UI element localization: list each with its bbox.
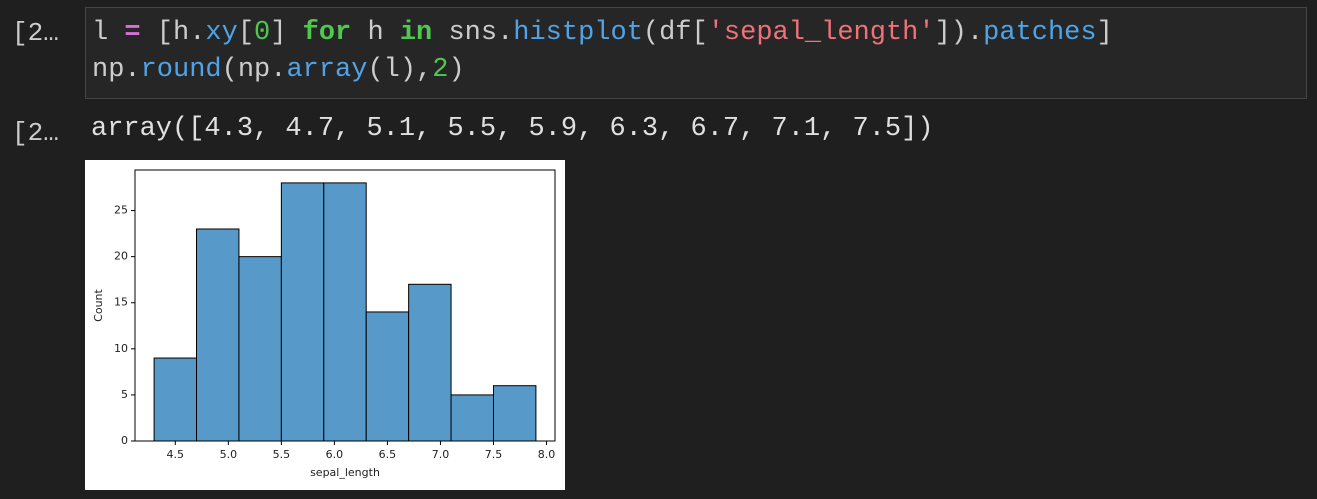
- x-tick-label: 5.5: [273, 448, 291, 461]
- code-line: l = [h.xy[0] for h in sns.histplot(df['s…: [92, 18, 1113, 48]
- cell-prompt: [2…: [12, 118, 59, 148]
- code-token: ]: [270, 18, 303, 48]
- code-token: l: [92, 18, 125, 48]
- bar: [280, 182, 325, 442]
- code-line: np.round(np.array(l),2): [92, 55, 465, 85]
- y-tick-label: 15: [114, 296, 128, 309]
- code-token: ]: [1096, 18, 1113, 48]
- y-tick-label: 20: [114, 250, 128, 263]
- chart: 0 5 10 15 20 25 4.5 5.0 5.5 6.0 6.5 7.0 7.5 8.0 sepal_…: [85, 160, 565, 490]
- bar: [408, 283, 452, 442]
- code-cell[interactable]: l = [h.xy[0] for h in sns.histplot(df['s…: [85, 7, 1307, 99]
- code-token: patches: [983, 18, 1097, 48]
- x-tick-label: 8.0: [538, 448, 556, 461]
- code-token: np.: [92, 55, 141, 85]
- code-token: histplot: [513, 18, 643, 48]
- code-token: (l),: [367, 55, 433, 85]
- x-tick-label: 7.0: [432, 448, 450, 461]
- y-tick-label: 25: [114, 204, 128, 217]
- x-tick-label: 7.5: [485, 448, 503, 461]
- code-token: round: [140, 55, 222, 85]
- axes-frame: [134, 169, 556, 442]
- y-tick-label: 5: [121, 388, 128, 401]
- code-token: sns.: [432, 18, 514, 48]
- code-token: 2: [432, 55, 449, 85]
- code-token: 'sepal_length': [707, 18, 935, 48]
- y-tick-label: 0: [121, 434, 128, 447]
- code-token: (np.: [221, 55, 287, 85]
- code-token: ): [448, 55, 465, 85]
- x-axis-label: sepal_length: [310, 466, 380, 479]
- x-tick-label: 5.0: [220, 448, 238, 461]
- code-token: 0: [254, 18, 271, 48]
- bar: [196, 228, 240, 442]
- code-token: xy: [205, 18, 238, 48]
- y-axis-label: Count: [92, 288, 105, 321]
- code-token: for: [302, 18, 352, 48]
- bar: [323, 182, 367, 442]
- bar: [492, 385, 537, 442]
- bar: [450, 394, 494, 442]
- bar: [153, 357, 198, 442]
- code-token: [: [237, 18, 255, 48]
- x-tick-label: 6.5: [379, 448, 397, 461]
- x-tick-label: 6.0: [326, 448, 344, 461]
- x-tick-label: 4.5: [167, 448, 185, 461]
- code-token: [h.: [140, 18, 206, 48]
- code-token: (df[: [642, 18, 708, 48]
- output-text: array([4.3, 4.7, 5.1, 5.5, 5.9, 6.3, 6.7…: [91, 114, 934, 144]
- code-token: h: [351, 18, 400, 48]
- code-token: ]).: [934, 18, 984, 48]
- code-token: in: [399, 18, 433, 48]
- cell-prompt: [2…: [12, 18, 59, 48]
- bar: [238, 256, 282, 442]
- y-tick-label: 10: [114, 342, 128, 355]
- bar: [365, 311, 410, 442]
- code-token: array: [286, 55, 368, 85]
- code-token: =: [124, 18, 141, 48]
